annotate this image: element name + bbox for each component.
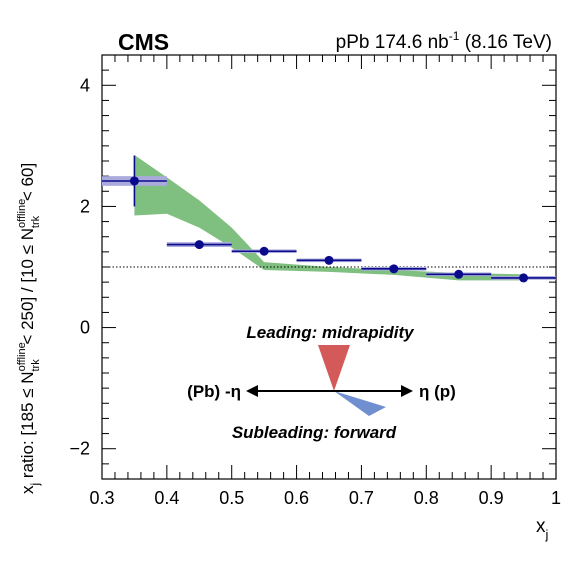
subleading-jet-cone <box>334 391 386 416</box>
data-points-group <box>102 155 556 283</box>
experiment-label: CMS <box>118 29 169 55</box>
eta-arrow-right-head <box>401 385 413 397</box>
y-tick-label: 0 <box>80 318 90 338</box>
x-tick-label: 0.5 <box>219 488 244 508</box>
x-axis-label: xj <box>536 516 549 542</box>
lumi-label: pPb 174.6 nb-1 (8.16 TeV) <box>336 24 552 53</box>
x-tick-label: 0.3 <box>89 488 114 508</box>
x-tick-label: 0.7 <box>349 488 374 508</box>
axis-ticks-group <box>101 54 557 480</box>
data-point <box>324 255 334 265</box>
x-tick-label: 0.6 <box>284 488 309 508</box>
data-point <box>194 240 204 250</box>
y-axis-label: xj ratio: [185 ≤ Noffline trk < 250] / [… <box>10 163 43 494</box>
y-tick-label: −2 <box>69 439 90 459</box>
eta-arrow-left-head <box>246 385 258 397</box>
x-tick-label: 0.4 <box>154 488 179 508</box>
x-tick-label: 1 <box>551 488 561 508</box>
tick-labels-group: 0.3 0.4 0.5 0.6 0.7 0.8 0.9 1 −2 0 2 4 <box>69 75 561 508</box>
data-point <box>519 273 529 283</box>
data-point <box>129 176 139 186</box>
data-point <box>454 269 464 279</box>
data-point <box>259 246 269 256</box>
subleading-annotation: Subleading: forward <box>232 423 397 442</box>
y-tick-label: 4 <box>80 75 90 95</box>
left-direction-label: (Pb) -η <box>187 382 241 401</box>
y-tick-label: 2 <box>80 196 90 216</box>
model-band <box>134 154 524 281</box>
model-band-group <box>134 154 524 281</box>
data-point <box>389 264 399 274</box>
x-tick-label: 0.9 <box>479 488 504 508</box>
right-direction-label: η (p) <box>419 382 456 401</box>
x-tick-label: 0.8 <box>414 488 439 508</box>
leading-annotation: Leading: midrapidity <box>246 323 415 342</box>
leading-jet-cone <box>318 345 350 391</box>
